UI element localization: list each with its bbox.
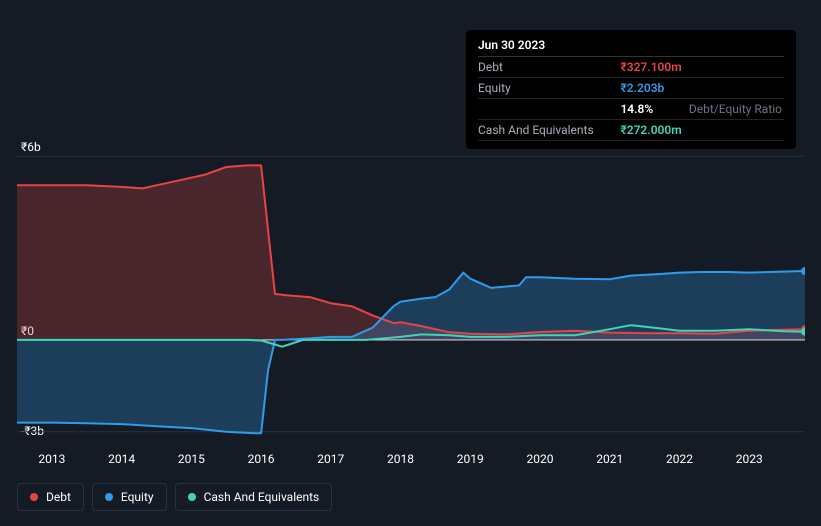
x-axis-tick: 2021 bbox=[596, 452, 623, 466]
chart-tooltip: Jun 30 2023 Debt₹327.100mEquity₹2.203b14… bbox=[466, 30, 796, 149]
x-axis-tick: 2014 bbox=[108, 452, 135, 466]
tooltip-row-label: Debt bbox=[478, 57, 620, 78]
legend-item-cash[interactable]: Cash And Equivalents bbox=[175, 483, 333, 511]
legend-item-equity[interactable]: Equity bbox=[92, 483, 167, 511]
x-axis-tick: 2013 bbox=[38, 452, 65, 466]
x-axis-tick: 2023 bbox=[736, 452, 763, 466]
x-axis-tick: 2020 bbox=[527, 452, 554, 466]
tooltip-row-label bbox=[478, 99, 620, 120]
legend-item-debt[interactable]: Debt bbox=[17, 483, 84, 511]
debt-equity-chart bbox=[17, 144, 805, 444]
legend-label: Equity bbox=[121, 490, 154, 504]
legend-dot-icon bbox=[188, 493, 196, 501]
tooltip-row-value: ₹272.000m bbox=[620, 120, 682, 141]
tooltip-row-label: Cash And Equivalents bbox=[478, 120, 620, 141]
legend-label: Debt bbox=[46, 490, 71, 504]
tooltip-row-value: ₹2.203b bbox=[620, 78, 682, 99]
x-axis-tick: 2018 bbox=[387, 452, 414, 466]
tooltip-row-value: 14.8% bbox=[620, 99, 682, 120]
chart-legend: Debt Equity Cash And Equivalents bbox=[17, 483, 332, 511]
legend-label: Cash And Equivalents bbox=[204, 490, 320, 504]
tooltip-row-sub: Debt/Equity Ratio bbox=[683, 99, 784, 120]
tooltip-row-label: Equity bbox=[478, 78, 620, 99]
x-axis-tick: 2016 bbox=[248, 452, 275, 466]
x-axis-tick: 2019 bbox=[457, 452, 484, 466]
tooltip-row-value: ₹327.100m bbox=[620, 57, 682, 78]
x-axis-tick: 2017 bbox=[317, 452, 344, 466]
legend-dot-icon bbox=[105, 493, 113, 501]
x-axis-tick: 2022 bbox=[666, 452, 693, 466]
tooltip-date: Jun 30 2023 bbox=[478, 38, 784, 57]
x-axis-tick: 2015 bbox=[178, 452, 205, 466]
legend-dot-icon bbox=[30, 493, 38, 501]
